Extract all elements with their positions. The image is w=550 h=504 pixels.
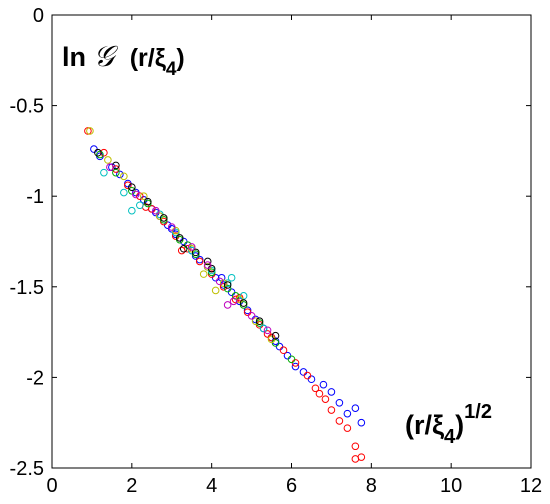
data-point: [203, 261, 212, 269]
x-axis-annotation: (r/ξ4)1/2: [405, 401, 492, 448]
data-point: [144, 197, 152, 206]
data-point: [263, 330, 272, 338]
data-point: [287, 355, 296, 364]
x-tick-label: 4: [206, 475, 217, 497]
data-point: [303, 371, 312, 380]
data-point: [175, 234, 184, 242]
y-axis-annotation: ln 𝒢 (r/ξ4): [62, 39, 185, 80]
y-tick-label: 0: [33, 5, 44, 27]
data-point: [116, 170, 124, 179]
data-point: [100, 168, 108, 177]
x-tick-label: 8: [366, 475, 377, 497]
data-point: [357, 418, 366, 427]
data-point: [112, 168, 120, 177]
data-point: [155, 212, 164, 220]
data-point: [211, 286, 220, 295]
data-point: [159, 214, 168, 222]
data-point: [106, 163, 114, 172]
data-point: [191, 248, 200, 257]
data-point: [229, 297, 238, 306]
data-point: [251, 317, 260, 326]
data-point: [108, 163, 116, 172]
x-tick-label: 0: [46, 475, 57, 497]
data-point: [343, 424, 352, 432]
data-point: [128, 183, 136, 191]
data-point: [120, 188, 128, 197]
y-tick-label: -1.5: [10, 277, 44, 299]
data-point: [311, 384, 320, 393]
data-point: [271, 331, 280, 340]
data-point: [291, 362, 300, 371]
data-point: [223, 281, 232, 289]
axis-tick-labels: 0 2 4 6 8 10 12 0 -0.5 -1 -1.5 -2 -2.5: [10, 5, 543, 497]
data-point: [319, 380, 328, 389]
data-point: [335, 398, 344, 407]
data-point: [215, 277, 224, 286]
data-point: [351, 404, 360, 413]
data-point: [343, 409, 352, 418]
data-point: [259, 324, 268, 333]
data-point: [128, 206, 136, 215]
data-point: [199, 270, 208, 278]
data-point: [179, 244, 188, 253]
data-point: [223, 284, 232, 293]
y-tick-label: -2: [26, 367, 44, 389]
x-tick-label: 2: [126, 475, 137, 497]
y-tick-label: -1: [26, 186, 44, 208]
x-tick-label: 10: [440, 475, 462, 497]
data-point: [84, 127, 92, 135]
x-tick-label: 6: [286, 475, 297, 497]
x-tick-label: 12: [520, 475, 542, 497]
data-point: [132, 190, 140, 199]
data-point: [124, 181, 132, 190]
data-point: [217, 273, 226, 282]
plot-area: [51, 14, 532, 469]
data-point: [151, 206, 160, 215]
data-point: [227, 273, 236, 282]
data-point: [136, 192, 144, 200]
data-point: [351, 455, 360, 463]
data-point: [187, 243, 196, 251]
data-point: [120, 172, 128, 181]
data-point: [167, 223, 176, 231]
data-points: [84, 127, 366, 463]
data-point: [100, 148, 108, 157]
data-point: [195, 257, 204, 266]
data-point: [315, 389, 324, 398]
data-point: [203, 257, 212, 266]
data-point: [231, 295, 240, 304]
data-point: [140, 192, 148, 200]
data-point: [255, 317, 264, 326]
data-point: [136, 201, 144, 210]
y-tick-label: -2.5: [10, 458, 44, 480]
data-point: [263, 326, 272, 335]
data-point: [279, 346, 288, 355]
data-point: [327, 388, 336, 396]
y-tick-label: -0.5: [10, 96, 44, 118]
data-point: [239, 299, 248, 307]
data-point: [96, 150, 104, 159]
data-point: [177, 246, 186, 255]
axis-ticks: [51, 14, 532, 469]
data-point: [94, 148, 102, 157]
data-point: [247, 311, 256, 320]
data-point: [321, 395, 330, 403]
data-point: [351, 442, 360, 451]
data-point: [335, 417, 344, 425]
data-point: [219, 279, 228, 287]
data-point: [223, 301, 232, 309]
data-point: [86, 127, 94, 135]
data-point: [104, 156, 112, 164]
data-point: [327, 406, 336, 414]
